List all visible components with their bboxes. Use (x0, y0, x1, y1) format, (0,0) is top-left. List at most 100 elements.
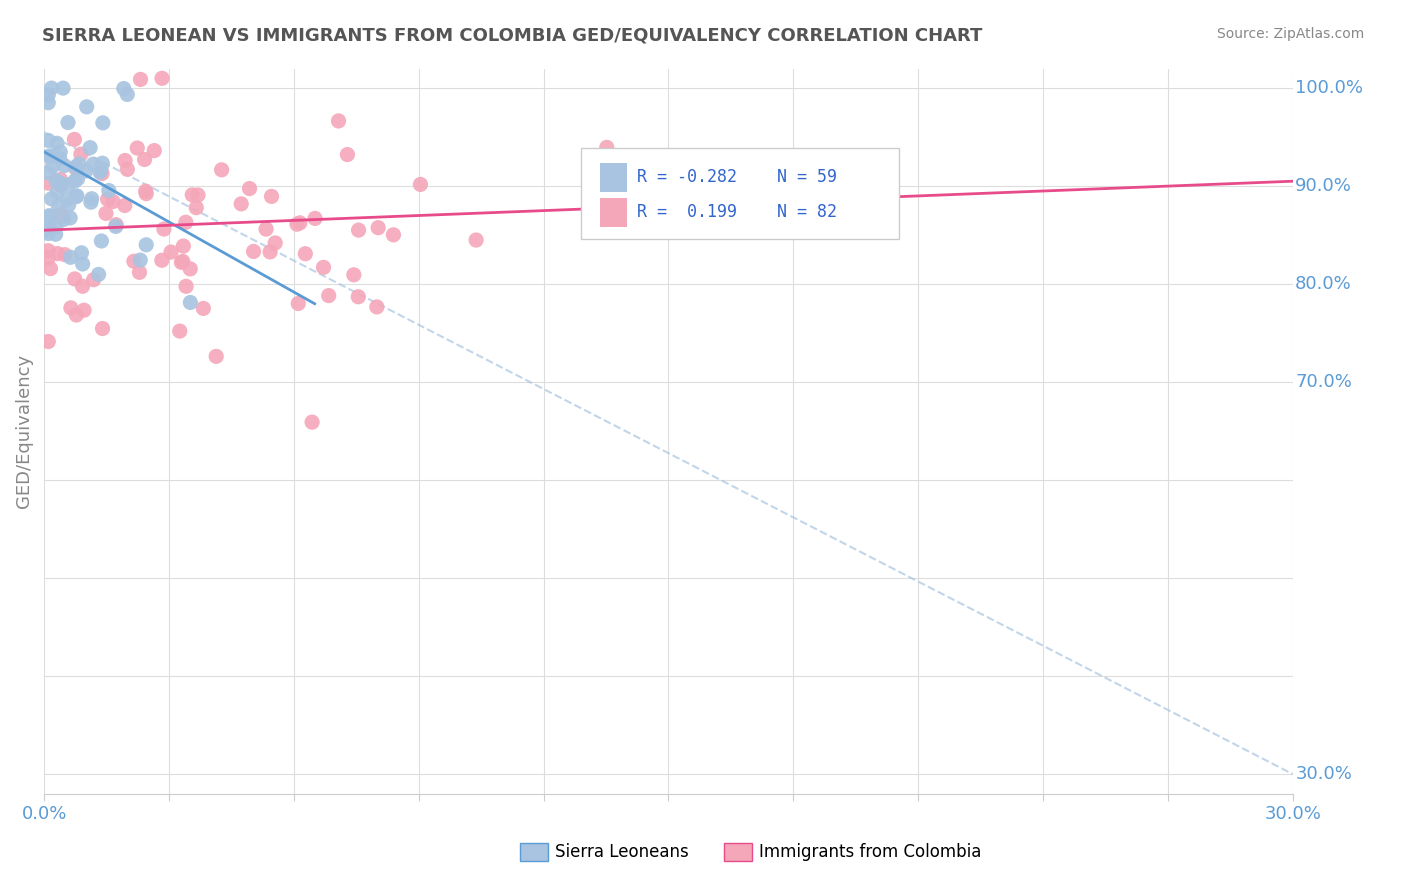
Point (39, 261, 62, 276)
Point (49, 145, 72, 159)
Point (150, 253, 173, 268)
Point (254, 222, 277, 236)
Point (169, 324, 191, 338)
Point (37, 216, 59, 230)
Point (91, 116, 114, 130)
Point (52, 81, 75, 95)
Point (134, 153, 156, 167)
Point (153, 222, 176, 236)
Point (58, 198, 80, 212)
Point (41, 159, 63, 173)
Point (127, 141, 149, 155)
Text: R =  0.199    N = 82: R = 0.199 N = 82 (637, 203, 837, 221)
Point (596, 140, 619, 154)
Point (53, 159, 76, 173)
Bar (600, 198, 627, 227)
Point (56, 192, 79, 206)
Point (181, 187, 204, 202)
Point (264, 235, 287, 250)
Point (37, 95, 59, 110)
Point (343, 268, 366, 282)
Point (52, 212, 75, 227)
Point (238, 181, 260, 195)
Point (49, 177, 72, 191)
Point (179, 295, 201, 310)
Point (65, 189, 87, 203)
Point (66, 171, 89, 186)
Point (63, 272, 86, 286)
Point (59, 250, 82, 264)
Point (76, 100, 98, 114)
Point (39, 150, 62, 164)
Point (347, 290, 370, 304)
Point (66, 189, 89, 203)
Point (347, 223, 370, 237)
Point (97, 192, 120, 206)
Point (72, 257, 94, 271)
Bar (600, 163, 627, 192)
Text: 70.0%: 70.0% (1295, 373, 1353, 391)
Point (135, 186, 157, 201)
Point (45, 227, 67, 242)
Point (80, 192, 103, 206)
Point (260, 189, 283, 203)
Point (70, 245, 93, 260)
Point (304, 211, 326, 226)
Point (112, 81, 135, 95)
Point (48, 199, 70, 213)
Point (37, 227, 59, 241)
Text: R = -0.282    N = 59: R = -0.282 N = 59 (637, 169, 837, 186)
Point (48, 152, 70, 166)
Point (46, 246, 69, 260)
Text: Immigrants from Colombia: Immigrants from Colombia (759, 843, 981, 861)
Point (160, 245, 183, 260)
Point (94, 206, 117, 220)
Point (287, 296, 309, 310)
Point (38, 149, 60, 163)
Point (59, 211, 82, 225)
Point (301, 415, 323, 429)
Point (91, 321, 114, 335)
Text: SIERRA LEONEAN VS IMMIGRANTS FROM COLOMBIA GED/EQUIVALENCY CORRELATION CHART: SIERRA LEONEAN VS IMMIGRANTS FROM COLOMB… (42, 27, 983, 45)
Point (172, 239, 194, 253)
Text: Sierra Leoneans: Sierra Leoneans (555, 843, 689, 861)
Point (97, 184, 120, 198)
Point (382, 227, 405, 242)
Y-axis label: GED/Equivalency: GED/Equivalency (15, 354, 32, 508)
Point (70, 147, 93, 161)
Point (49, 172, 72, 186)
Text: 80.0%: 80.0% (1295, 275, 1353, 293)
Point (328, 114, 350, 128)
Point (172, 254, 194, 268)
Point (104, 219, 127, 234)
Point (49, 208, 72, 222)
Point (91, 156, 114, 170)
Text: 100.0%: 100.0% (1295, 79, 1364, 97)
Point (89, 165, 111, 179)
Point (37, 244, 59, 258)
FancyBboxPatch shape (581, 148, 900, 239)
Point (45, 136, 67, 151)
Point (114, 198, 136, 212)
Point (38, 221, 60, 235)
Point (79, 141, 101, 155)
Point (53, 247, 76, 261)
Point (72, 279, 94, 293)
Point (336, 147, 359, 161)
Point (312, 260, 335, 275)
Text: 30.0%: 30.0% (1295, 765, 1353, 783)
Point (37, 87, 59, 102)
Point (143, 144, 166, 158)
Point (122, 254, 145, 268)
Point (49, 178, 72, 193)
Point (37, 166, 59, 180)
Point (63, 132, 86, 146)
Point (179, 261, 201, 276)
Point (129, 72, 152, 87)
Point (41, 192, 63, 206)
Point (73, 303, 96, 318)
Point (170, 255, 193, 269)
Point (37, 251, 59, 265)
Point (205, 349, 228, 363)
Point (90, 234, 112, 248)
